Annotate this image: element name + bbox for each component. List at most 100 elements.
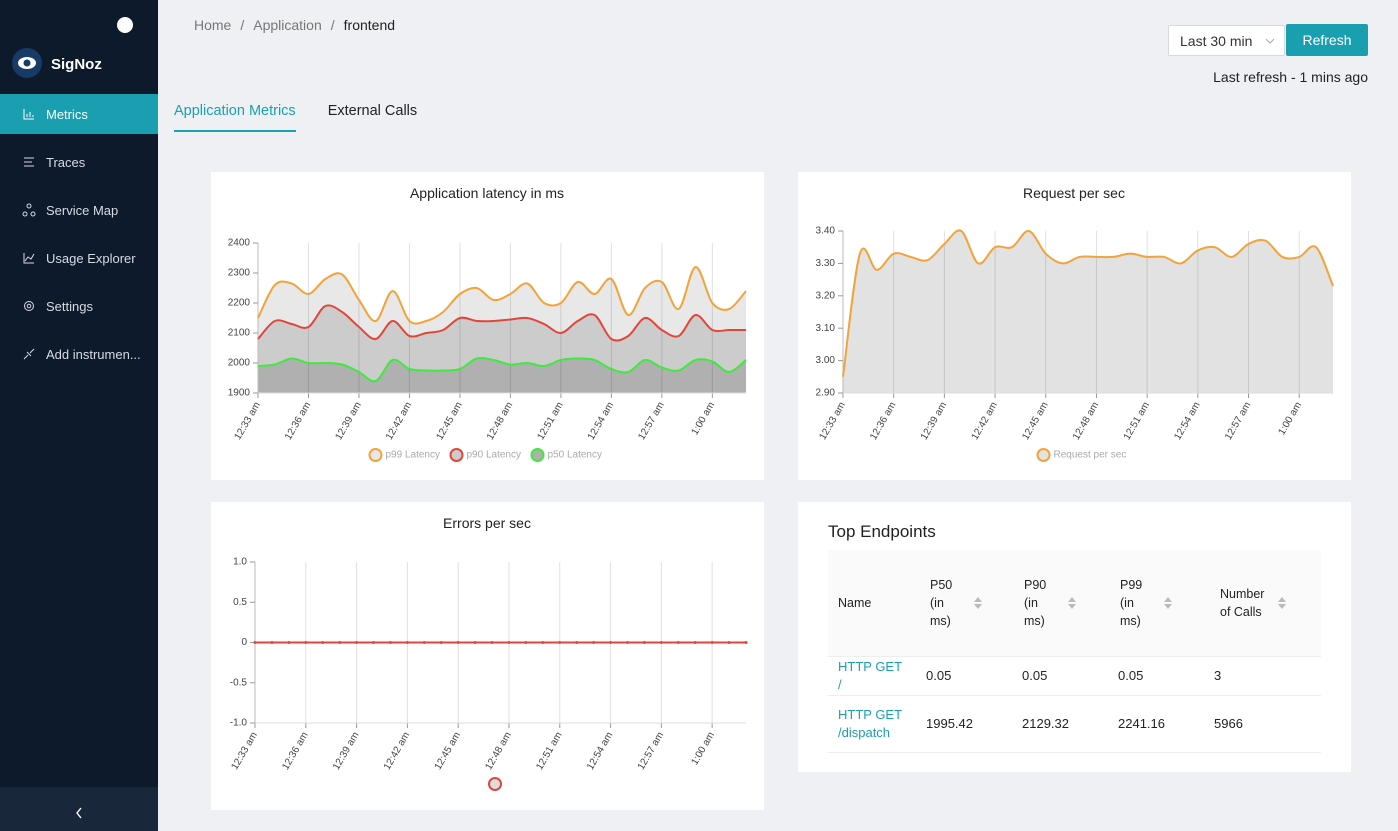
point bbox=[270, 641, 274, 644]
column-header[interactable]: P99 (in ms) bbox=[1108, 550, 1204, 657]
tab[interactable]: Application Metrics bbox=[174, 103, 296, 132]
sort-icon bbox=[1068, 596, 1076, 609]
chart-card: Errors per sec 12:33 am 12:36 am 12:39 am 1… bbox=[211, 502, 764, 810]
tabs: Application Metrics External Calls bbox=[174, 103, 449, 132]
nav-item[interactable]: Metrics bbox=[0, 94, 158, 134]
column-header[interactable]: P90 (in ms) bbox=[1012, 550, 1108, 657]
area bbox=[258, 357, 746, 393]
nav-label: Add instrumen... bbox=[46, 346, 141, 362]
y-tick-label: 2400 bbox=[228, 238, 251, 249]
chart-title: Request per sec bbox=[1023, 185, 1125, 201]
x-tick-label: 12:42 am bbox=[970, 400, 1000, 442]
x-tick-label: 12:36 am bbox=[280, 730, 310, 772]
collapse-icon bbox=[76, 807, 82, 819]
y-tick-label: -1.0 bbox=[230, 718, 248, 729]
crumb[interactable]: Application bbox=[253, 17, 322, 33]
legend-label: Request per sec bbox=[1054, 450, 1127, 461]
x-tick-label: 12:45 am bbox=[433, 730, 463, 772]
sort-icon bbox=[1278, 596, 1286, 609]
x-tick-label: 12:54 am bbox=[586, 400, 616, 442]
x-tick-label: 12:45 am bbox=[434, 400, 464, 442]
x-tick-label: 12:39 am bbox=[333, 400, 363, 442]
y-tick-label: 1.0 bbox=[233, 557, 247, 568]
nav-item[interactable]: Usage Explorer bbox=[0, 238, 158, 278]
table-row: HTTP GET /dispatch 1995.42 2129.32 2241.… bbox=[828, 695, 1321, 753]
header-text: P50 (in ms) bbox=[930, 577, 953, 628]
column-header[interactable]: P50 (in ms) bbox=[916, 550, 1012, 657]
x-tick-label: 12:51 am bbox=[1122, 400, 1152, 442]
y-tick-label: 0 bbox=[241, 637, 247, 648]
endpoint-link[interactable]: HTTP GET /dispatch bbox=[828, 695, 916, 753]
sidebar: SigNoz Metrics Traces Service Map Usage … bbox=[0, 0, 158, 831]
cell: 0.05 bbox=[1012, 656, 1108, 696]
x-tick-label: 1:00 am bbox=[1276, 400, 1304, 437]
point bbox=[422, 641, 426, 644]
x-tick-label: 12:51 am bbox=[534, 730, 564, 772]
point bbox=[524, 641, 528, 644]
point bbox=[372, 641, 376, 644]
area bbox=[258, 305, 746, 393]
nav-label: Service Map bbox=[46, 202, 119, 218]
y-tick-label: 3.30 bbox=[816, 258, 836, 269]
nav-item[interactable]: Add instrumen... bbox=[0, 334, 158, 374]
nav-label: Settings bbox=[46, 298, 93, 314]
endpoint-link[interactable]: HTTP GET / bbox=[828, 656, 916, 696]
table-row: HTTP GET / 0.05 0.05 0.05 3 bbox=[828, 656, 1321, 696]
point bbox=[541, 641, 545, 644]
chart-title: Errors per sec bbox=[443, 515, 531, 531]
x-tick-label: 12:57 am bbox=[636, 400, 666, 442]
endpoints-card: Top Endpoints Name P50 (in ms) P90 (in m… bbox=[798, 502, 1351, 772]
cell: 5966 bbox=[1204, 695, 1321, 753]
point bbox=[473, 641, 477, 644]
x-tick-label: 12:36 am bbox=[283, 400, 313, 442]
column-header: Name bbox=[828, 550, 916, 657]
legend-label: p99 Latency bbox=[386, 450, 441, 461]
nav: Metrics Traces Service Map Usage Explore… bbox=[0, 94, 158, 382]
x-tick-label: 1:00 am bbox=[690, 400, 718, 437]
time-select[interactable]: Last 30 min bbox=[1168, 25, 1285, 56]
chart-title: Application latency in ms bbox=[410, 185, 564, 201]
point bbox=[592, 641, 596, 644]
x-tick-label: 12:39 am bbox=[919, 400, 949, 442]
point bbox=[625, 641, 629, 644]
collapse-bar[interactable] bbox=[0, 787, 158, 831]
nav-item[interactable]: Settings bbox=[0, 286, 158, 326]
point bbox=[355, 641, 359, 644]
y-tick-label: 2.90 bbox=[816, 388, 836, 399]
crumb[interactable]: Home bbox=[194, 17, 232, 33]
point bbox=[575, 641, 579, 644]
logo-eye bbox=[18, 57, 36, 69]
icon bbox=[24, 157, 34, 167]
point bbox=[388, 641, 392, 644]
chart-card: Request per sec 12:33 am 12:36 am 12:39 am… bbox=[798, 172, 1351, 480]
chart: Request per sec 12:33 am 12:36 am 12:39 am… bbox=[816, 185, 1334, 462]
legend-swatch bbox=[368, 448, 383, 462]
logo bbox=[12, 48, 42, 78]
x-tick-label: 12:33 am bbox=[818, 400, 848, 442]
refresh-button[interactable]: Refresh bbox=[1286, 24, 1368, 56]
y-tick-label: 2000 bbox=[228, 358, 251, 369]
point bbox=[321, 641, 325, 644]
cell: 1995.42 bbox=[916, 695, 1012, 753]
point bbox=[304, 641, 308, 644]
column-header[interactable]: Number of Calls bbox=[1204, 550, 1321, 657]
legend-swatch bbox=[449, 448, 464, 462]
point bbox=[693, 641, 697, 644]
legend-label: p50 Latency bbox=[548, 450, 603, 461]
y-tick-label: 0.5 bbox=[233, 597, 247, 608]
point bbox=[710, 641, 714, 644]
theme-toggle[interactable] bbox=[117, 17, 133, 33]
point bbox=[456, 641, 460, 644]
x-tick-label: 12:48 am bbox=[483, 730, 513, 772]
chart-card: Application latency in ms 12:33 am 12:36 … bbox=[211, 172, 764, 480]
series-line bbox=[257, 356, 747, 383]
nav-item[interactable]: Traces bbox=[0, 142, 158, 182]
point bbox=[659, 641, 663, 644]
header-row: Name P50 (in ms) P90 (in ms) P99 (in ms)… bbox=[828, 550, 1321, 657]
y-tick-label: 3.40 bbox=[816, 226, 836, 237]
point bbox=[744, 641, 748, 644]
tab[interactable]: External Calls bbox=[327, 103, 418, 119]
nav-item[interactable]: Service Map bbox=[0, 190, 158, 230]
cell: 3 bbox=[1204, 656, 1321, 696]
